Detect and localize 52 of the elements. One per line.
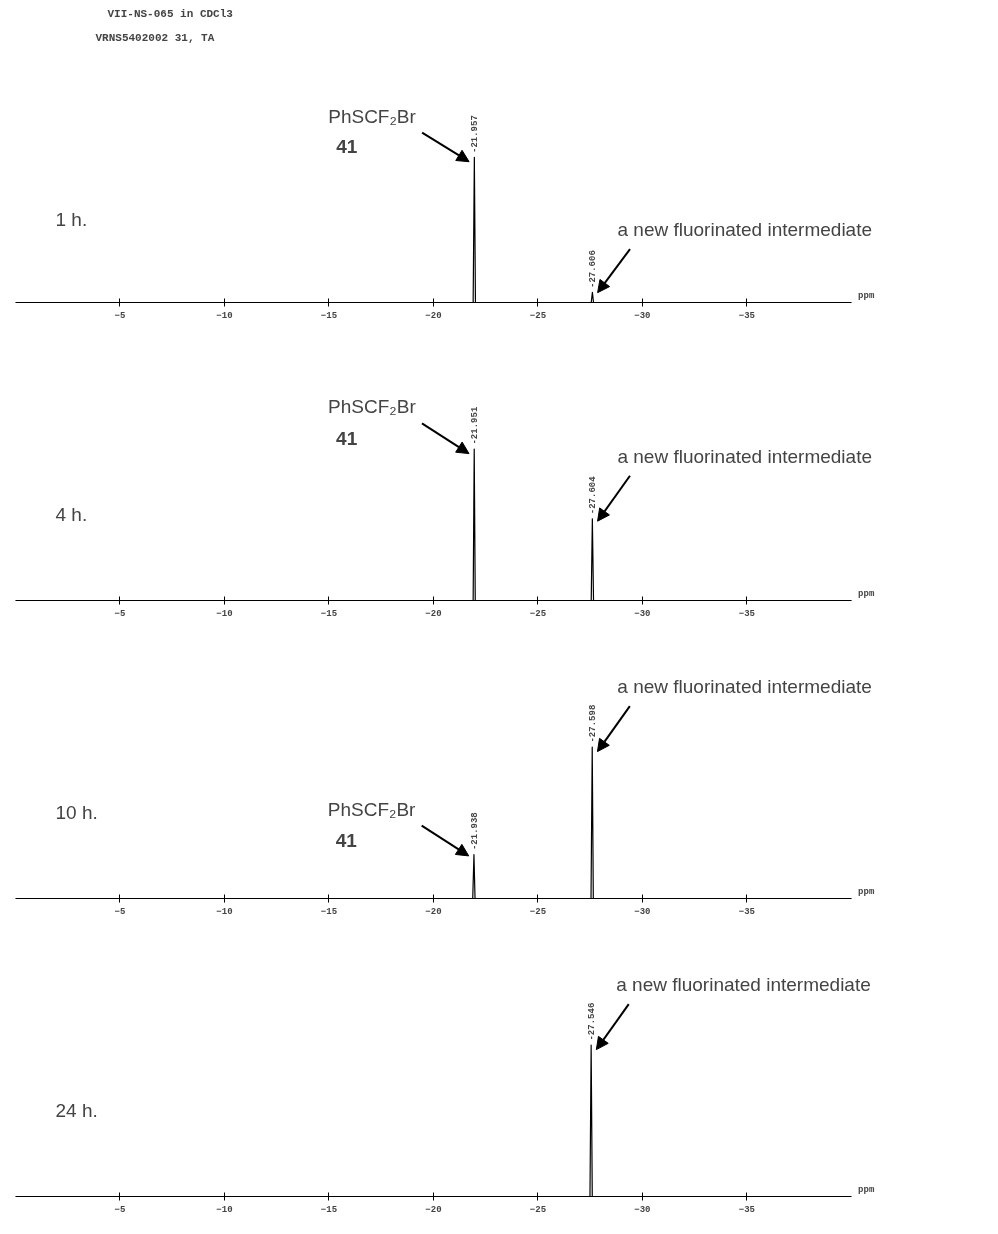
annotation: 24 h. [55, 1099, 98, 1121]
x-axis-title: ppm [858, 291, 875, 302]
annotation: a new fluorinated intermediate [617, 445, 872, 467]
annotation: 10 h. [55, 801, 98, 823]
annotation: -27.598 [588, 704, 599, 743]
x-tick-label: −20 [425, 906, 442, 917]
annotation: 4 h. [55, 503, 88, 525]
annotation: -27.546 [587, 1002, 598, 1041]
annotation: -21.951 [470, 406, 481, 445]
x-tick-label: −15 [320, 906, 338, 917]
annotation: a new fluorinated intermediate [616, 974, 871, 996]
x-tick-label: −35 [738, 906, 756, 917]
annotation: a new fluorinated intermediate [617, 676, 872, 698]
x-axis-title: ppm [858, 886, 875, 897]
x-tick-label: −10 [216, 1204, 233, 1215]
chart-title: VII-NS-065 in CDCl3 [107, 7, 234, 20]
x-tick-label: −5 [114, 310, 126, 321]
annotation: PhSCF₂Br 41 [327, 798, 417, 851]
x-tick-label: −20 [425, 310, 442, 321]
x-tick-label: −15 [320, 608, 338, 619]
x-tick-label: −30 [634, 1204, 651, 1215]
x-tick-label: −5 [114, 1204, 126, 1215]
x-tick-label: −25 [529, 1204, 547, 1215]
chart-subtitle: VRNS5402002 31, TA [95, 31, 215, 44]
x-tick-label: −30 [634, 906, 651, 917]
x-tick-label: −25 [529, 906, 547, 917]
annotation: -27.606 [588, 250, 599, 288]
x-tick-label: −30 [634, 608, 651, 619]
x-tick-label: −25 [529, 608, 547, 619]
annotation: -21.957 [470, 115, 481, 153]
annotation: PhSCF₂Br 41 [328, 105, 417, 157]
x-tick-label: −15 [320, 310, 338, 321]
x-tick-label: −5 [114, 906, 126, 917]
annotation: 1 h. [55, 208, 88, 230]
x-tick-label: −10 [216, 608, 233, 619]
x-tick-label: −25 [529, 310, 547, 321]
x-tick-label: −35 [738, 608, 756, 619]
x-tick-label: −10 [216, 906, 233, 917]
x-tick-label: −30 [634, 310, 651, 321]
annotation: -27.604 [588, 475, 599, 515]
annotation: PhSCF₂Br 41 [328, 396, 417, 449]
x-tick-label: −35 [738, 310, 756, 321]
annotation: -21.938 [469, 812, 480, 851]
x-tick-label: −10 [216, 310, 233, 321]
x-tick-label: −35 [738, 1204, 756, 1215]
x-tick-label: −20 [425, 1204, 442, 1215]
x-axis-title: ppm [858, 1184, 875, 1195]
x-tick-label: −5 [114, 608, 126, 619]
annotation: a new fluorinated intermediate [617, 219, 873, 241]
x-axis-title: ppm [858, 588, 875, 599]
x-tick-label: −20 [425, 608, 442, 619]
x-tick-label: −15 [320, 1204, 338, 1215]
